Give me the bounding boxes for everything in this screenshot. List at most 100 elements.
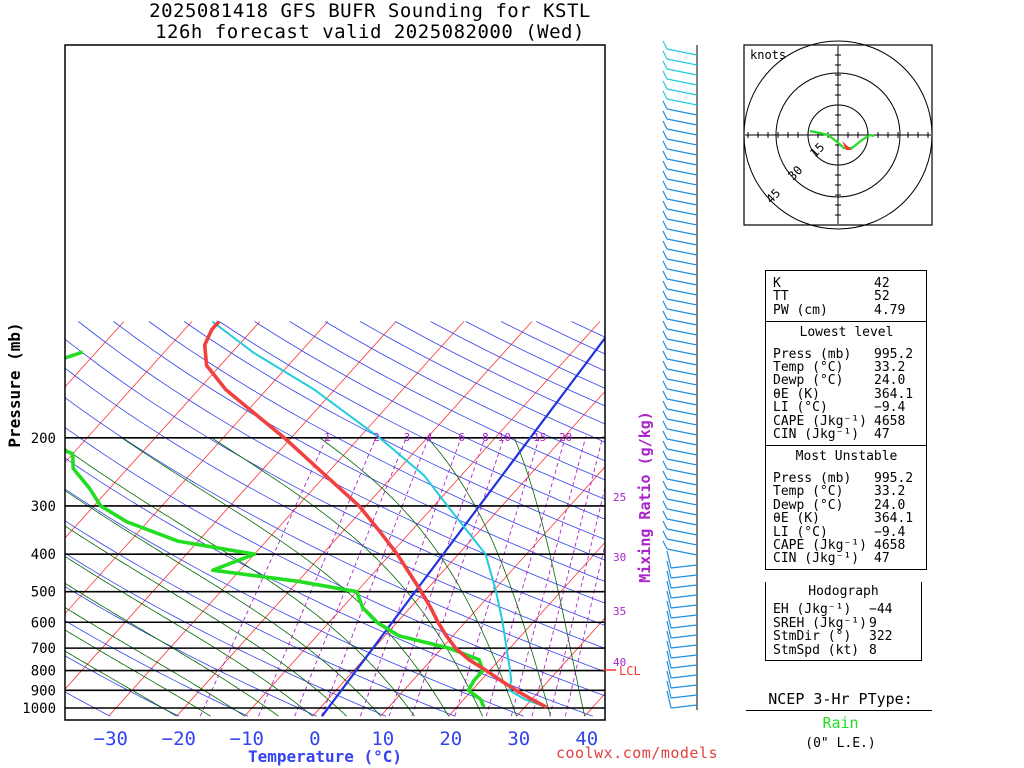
most-unstable-row: Dewp (°C) 24.0 bbox=[773, 497, 920, 513]
lowest-level-row: Dewp (°C) 24.0 bbox=[773, 373, 920, 389]
wind-barb-flag bbox=[662, 210, 668, 220]
lowest-level-row: CAPE (Jkg⁻¹) 4658 bbox=[773, 414, 920, 428]
moist-adiabat-line bbox=[65, 555, 313, 717]
wind-barb-flag bbox=[662, 200, 668, 210]
mixing-ratio-value-label: 1 bbox=[324, 431, 331, 444]
pressure-tick-label: 800 bbox=[31, 664, 56, 680]
most-unstable-label: CAPE (Jkg⁻¹) bbox=[773, 537, 867, 553]
wind-barb bbox=[666, 498, 698, 506]
mixing-ratio-line bbox=[320, 435, 430, 717]
wind-barb-flag bbox=[662, 150, 668, 160]
isobar-lines bbox=[65, 437, 605, 709]
wind-barb bbox=[666, 378, 698, 386]
wind-barb bbox=[666, 308, 698, 316]
wind-barb bbox=[670, 704, 698, 709]
mixing-ratio-value-label: 4 bbox=[426, 431, 433, 444]
wind-barb-flag bbox=[662, 90, 668, 100]
mixing-ratio-line bbox=[294, 435, 408, 717]
most-unstable-label: LI (°C) bbox=[773, 524, 828, 540]
dry-adiabat-line bbox=[65, 586, 318, 717]
isotherm-line bbox=[65, 321, 193, 464]
temperature-tick-label: 0 bbox=[309, 728, 320, 750]
index-label: TT bbox=[773, 289, 789, 305]
mixing-ratio-value-label: 3 bbox=[404, 431, 411, 444]
ptype-value: Rain bbox=[822, 714, 859, 732]
dry-adiabat-line bbox=[65, 520, 456, 717]
wind-barb bbox=[666, 288, 698, 296]
dry-adiabat-line bbox=[183, 321, 605, 540]
wind-barb bbox=[666, 368, 698, 376]
most-unstable-row: CAPE (Jkg⁻¹) 4658 bbox=[773, 537, 920, 553]
storm-motion-arrow bbox=[842, 141, 852, 150]
wind-barb bbox=[666, 448, 698, 456]
wind-barb bbox=[666, 88, 698, 96]
index-label: PW (cm) bbox=[773, 302, 828, 318]
moist-adiabat-line bbox=[65, 582, 279, 717]
most-unstable-label: Dewp (°C) bbox=[773, 497, 844, 513]
wind-barb-flag bbox=[662, 430, 668, 440]
most-unstable-value: −9.4 bbox=[874, 524, 906, 540]
plot-frame bbox=[64, 44, 606, 721]
y-axis-title: Pressure (mb) bbox=[5, 322, 24, 447]
lowest-level-value: 24.0 bbox=[874, 373, 906, 389]
most-unstable-label: θE (K) bbox=[773, 511, 820, 527]
lowest-level-value: 33.2 bbox=[874, 360, 906, 376]
most-unstable-row: LI (°C) −9.4 bbox=[773, 524, 920, 540]
wind-barb-flag bbox=[666, 680, 672, 699]
mixing-ratio-line bbox=[199, 435, 328, 717]
most-unstable-label: Temp (°C) bbox=[773, 484, 844, 500]
wind-barb-flag bbox=[662, 540, 668, 550]
wind-barb-flag bbox=[662, 280, 668, 290]
wind-barb-flag bbox=[662, 380, 668, 390]
wind-barb-flag bbox=[662, 360, 668, 370]
most-unstable-value: 47 bbox=[874, 551, 890, 567]
wind-barb bbox=[666, 418, 698, 426]
pressure-tick-label: 600 bbox=[31, 615, 56, 631]
wind-barb-flag bbox=[662, 140, 668, 150]
lowest-level-title: Lowest level bbox=[799, 325, 894, 341]
dry-adiabat-line bbox=[395, 321, 605, 425]
dry-adiabat-line bbox=[65, 552, 387, 717]
wind-barb bbox=[666, 108, 698, 116]
sounding-curves bbox=[65, 320, 605, 717]
wind-barb bbox=[666, 518, 698, 526]
wind-barb-flag bbox=[662, 440, 668, 450]
wind-barb bbox=[670, 574, 698, 579]
index-value: 52 bbox=[874, 289, 890, 305]
isotherm-line bbox=[65, 321, 329, 615]
lowest-level-value: −9.4 bbox=[874, 400, 906, 416]
mixing-ratio-line bbox=[510, 435, 587, 717]
mixing-ratio-edge-label: 35 bbox=[613, 605, 626, 618]
moist-adiabat-line bbox=[65, 607, 245, 717]
hodograph-trace bbox=[809, 129, 875, 150]
lowest-level-value: 47 bbox=[874, 427, 890, 443]
dry-adiabat-line bbox=[148, 321, 605, 561]
mixing-ratio-line bbox=[531, 435, 604, 717]
mixing-ratio-edge-label: 40 bbox=[613, 656, 626, 669]
isotherm-line bbox=[65, 321, 261, 539]
pressure-tick-label: 300 bbox=[31, 499, 56, 515]
wind-barb-flag bbox=[666, 660, 672, 679]
wind-barb bbox=[666, 258, 698, 266]
wind-barb bbox=[670, 594, 698, 599]
lowest-level-row: Press (mb) 995.2 bbox=[773, 347, 920, 361]
hodograph-stat-label: SREH (Jkg⁻¹) bbox=[773, 615, 867, 631]
dry-adiabat-line bbox=[65, 426, 605, 697]
pressure-tick-label: 900 bbox=[31, 683, 56, 699]
wind-barb-flag bbox=[666, 610, 672, 629]
lowest-level-row: LI (°C) −9.4 bbox=[773, 400, 920, 416]
wind-barb bbox=[666, 268, 698, 276]
mixing-ratio-line bbox=[454, 435, 541, 717]
wind-barb bbox=[666, 398, 698, 406]
mixing-ratio-line bbox=[388, 435, 486, 717]
wind-barb-flag bbox=[662, 410, 668, 420]
wind-barb bbox=[666, 98, 698, 106]
wind-barb-flag bbox=[662, 510, 668, 520]
most-unstable-label: CIN (Jkg⁻¹) bbox=[773, 551, 860, 567]
lowest-level-value: 364.1 bbox=[874, 386, 914, 402]
wind-barb bbox=[666, 208, 698, 216]
wind-barb bbox=[666, 488, 698, 496]
stats-panel: K 42 TT 52 PW (cm) 4.79 Lowest level Press (m… bbox=[765, 270, 927, 570]
moist-adiabat-line bbox=[65, 650, 177, 717]
